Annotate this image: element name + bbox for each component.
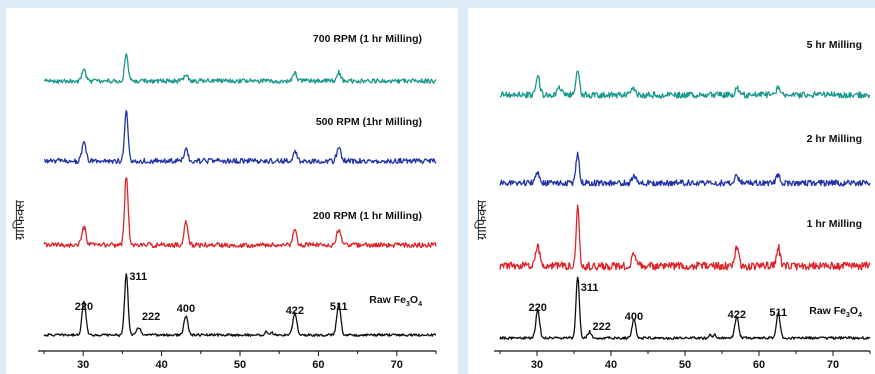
series-label-0: Raw Fe3O4 [369,294,422,308]
x-tick-label: 50 [234,359,246,371]
y-axis-label: ग्राफिक्स [474,200,490,240]
peak-label-311: 311 [581,282,599,294]
chart-panel-right: ग्राफिक्स 30 40 50 60 70 Raw Fe3O4 1 hr Milling… [468,8,875,374]
series-label-2: 2 hr Milling [807,133,862,145]
x-tick-label: 70 [391,359,403,371]
series-line-0 [499,276,871,340]
x-tick-label: 30 [531,359,543,371]
peak-label-422: 422 [286,305,304,317]
series-line-1 [499,204,871,271]
series-label-3: 5 hr Milling [807,39,862,51]
peak-label-400: 400 [625,311,643,323]
series-line-2 [43,109,437,165]
series-label-1: 1 hr Milling [807,218,862,230]
series-line-3 [499,70,871,99]
peak-label-222: 222 [142,311,160,323]
peak-label-511: 511 [330,301,348,313]
xrd-chart-time: ग्राफिक्स 30 40 50 60 70 Raw Fe3O4 1 hr Milling… [474,39,871,371]
x-tick-label: 70 [827,359,839,371]
series-line-3 [43,53,437,84]
x-tick-label: 30 [77,359,89,371]
peak-label-222: 222 [593,321,611,333]
series-label-1: 200 RPM (1 hr Milling) [313,210,422,222]
series-line-1 [43,177,437,249]
peak-label-511: 511 [769,307,787,319]
y-axis-label: ग्राफिक्स [12,200,28,240]
peak-label-220: 220 [75,301,93,313]
series-label-2: 500 RPM (1hr Milling) [316,116,422,128]
x-tick-label: 60 [312,359,324,371]
chart-panel-left: ग्राफिक्स 30 40 50 60 70 Raw Fe3O4 200 RPM (1 h… [6,8,458,374]
series-line-2 [499,151,871,187]
peak-label-311: 311 [129,271,147,283]
peak-label-220: 220 [529,302,547,314]
peak-label-422: 422 [728,309,746,321]
x-tick-label: 40 [605,359,617,371]
series-label-0: Raw Fe3O4 [809,305,862,319]
series-label-3: 700 RPM (1 hr Milling) [313,33,422,45]
x-tick-label: 40 [155,359,167,371]
xrd-chart-rpm: ग्राफिक्स 30 40 50 60 70 Raw Fe3O4 200 RPM (1 h… [12,33,437,371]
peak-label-400: 400 [177,303,195,315]
x-tick-label: 50 [679,359,691,371]
x-tick-label: 60 [753,359,765,371]
series-line-0 [43,273,437,337]
